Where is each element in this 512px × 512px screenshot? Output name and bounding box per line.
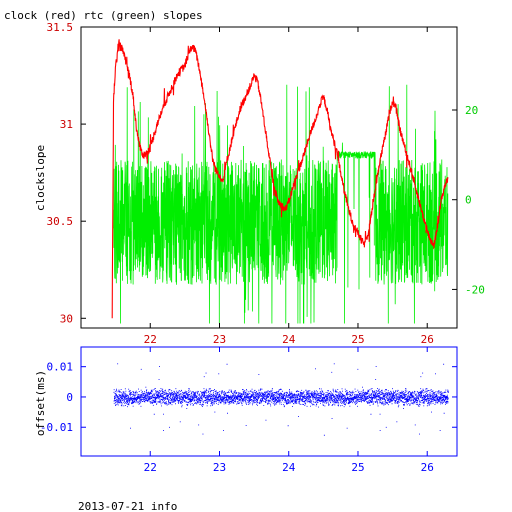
top-right-tick-label: 0 <box>465 194 472 207</box>
top-right-y-axis: 20 0 -20 <box>452 104 485 296</box>
bottom-panel: 22 23 24 25 26 0.01 0 -0.01 offset(ms) <box>34 346 458 474</box>
bottom-x-tick-label: 24 <box>282 461 296 474</box>
clock-slope-series <box>111 39 449 319</box>
bottom-x-tick-label: 25 <box>351 461 364 474</box>
top-right-tick-label: 20 <box>465 104 478 117</box>
top-x-tick-label: 25 <box>351 333 364 346</box>
bottom-y-tick-label: -0.01 <box>40 421 73 434</box>
chart-title: clock (red) rtc (green) slopes <box>4 9 203 22</box>
footer-label: 2013-07-21 info <box>78 500 177 512</box>
top-left-tick-label: 30.5 <box>47 215 74 228</box>
bottom-y-tick-label: 0 <box>66 391 73 404</box>
top-ylabel: clockslope <box>34 145 47 211</box>
bottom-x-axis: 22 23 24 25 26 <box>144 347 434 474</box>
bottom-x-tick-label: 22 <box>144 461 157 474</box>
rtc-slope-series <box>113 84 449 324</box>
bottom-x-tick-label: 26 <box>421 461 434 474</box>
bottom-plot-frame <box>80 346 458 457</box>
top-x-tick-label: 23 <box>213 333 226 346</box>
top-x-axis: 22 23 24 25 26 <box>144 27 434 346</box>
offset-points <box>113 363 449 436</box>
top-left-tick-label: 31.5 <box>47 21 74 34</box>
clock-slope-line <box>111 39 449 319</box>
top-panel: 22 23 24 25 26 30 30.5 31 31.5 20 0 -20 clockslop… <box>34 21 485 346</box>
top-left-y-axis: 30 30.5 31 31.5 <box>47 21 86 325</box>
top-right-tick-label: -20 <box>465 283 485 296</box>
offset-series <box>113 363 449 436</box>
top-x-tick-label: 26 <box>421 333 434 346</box>
top-left-tick-label: 30 <box>60 312 73 325</box>
bottom-x-tick-label: 23 <box>213 461 226 474</box>
top-x-tick-label: 22 <box>144 333 157 346</box>
rtc-slope-line <box>113 84 449 324</box>
top-left-tick-label: 31 <box>60 118 73 131</box>
bottom-ylabel: offset(ms) <box>34 370 47 436</box>
bottom-y-tick-label: 0.01 <box>47 361 74 374</box>
top-x-tick-label: 24 <box>282 333 296 346</box>
bottom-y-axis: 0.01 0 -0.01 <box>40 361 457 434</box>
